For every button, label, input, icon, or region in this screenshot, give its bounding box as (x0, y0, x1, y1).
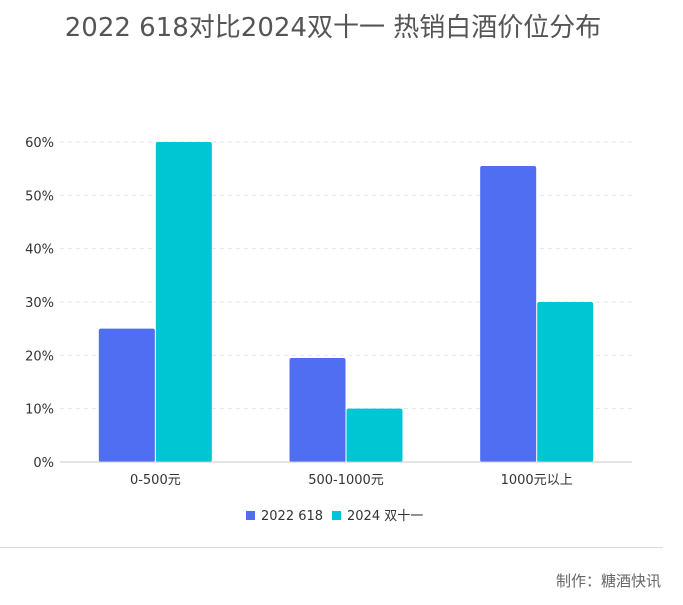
x-axis-ticks: 0-500元 500-1000元 1000元以上 (130, 473, 573, 488)
legend: 2022 618 2024 双十一 (246, 509, 423, 524)
y-tick-label: 40% (25, 243, 54, 258)
y-tick-label: 50% (25, 189, 54, 204)
footer-divider (0, 547, 663, 548)
x-tick-label: 1000元以上 (501, 473, 573, 488)
legend-swatch (332, 511, 341, 520)
legend-label: 2024 双十一 (347, 509, 423, 524)
y-tick-label: 0% (33, 456, 54, 471)
bar-2024-double-eleven (346, 408, 403, 462)
y-tick-label: 20% (25, 349, 54, 364)
y-tick-label: 60% (25, 136, 54, 151)
credit-text: 制作：糖酒快讯 (555, 572, 661, 590)
bar-2022-618 (289, 358, 346, 462)
y-tick-label: 10% (25, 403, 54, 418)
legend-label: 2022 618 (261, 509, 323, 524)
bars (98, 142, 594, 462)
bar-2022-618 (480, 166, 537, 462)
y-axis-ticks: 0% 10% 20% 30% 40% 50% 60% (25, 136, 54, 471)
x-tick-label: 0-500元 (130, 473, 181, 488)
chart-title: 2022 618对比2024双十一 热销白酒价位分布 (65, 13, 602, 43)
x-tick-label: 500-1000元 (308, 473, 384, 488)
legend-swatch (246, 511, 255, 520)
bar-2024-double-eleven (155, 142, 212, 462)
bar-2024-double-eleven (537, 302, 594, 462)
y-tick-label: 30% (25, 296, 54, 311)
bar-2022-618 (98, 328, 155, 462)
